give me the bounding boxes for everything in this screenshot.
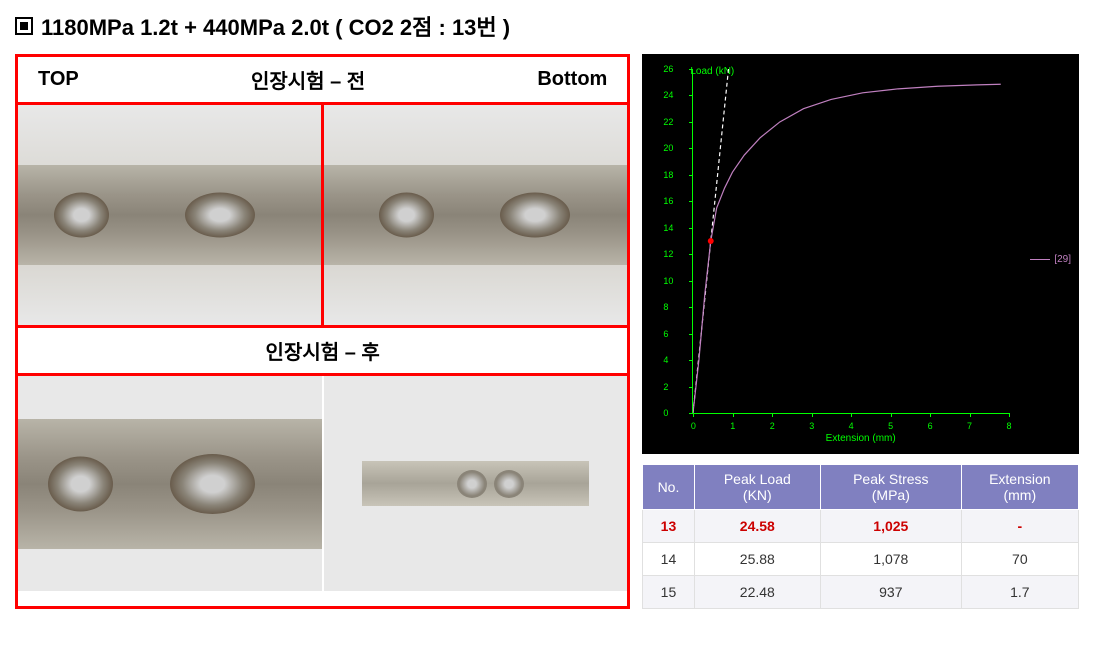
- xtick-label: 3: [809, 421, 814, 431]
- right-panel: Load (kN) Extension (mm) [29] 0246810121…: [642, 54, 1079, 609]
- xtick-label: 6: [928, 421, 933, 431]
- table-row: 1324.581,025-: [643, 510, 1079, 543]
- ytick-label: 16: [663, 196, 673, 206]
- table-header-cell: Peak Stress(MPa): [821, 465, 962, 510]
- table-cell: 24.58: [694, 510, 820, 543]
- table-cell: -: [961, 510, 1078, 543]
- specimen-image-panel: TOP 인장시험 – 전 Bottom 인장시험 – 후: [15, 54, 630, 609]
- table-cell: 1.7: [961, 576, 1078, 609]
- specimen-after-detail-image: [18, 376, 324, 591]
- table-header-row: No.Peak Load(KN)Peak Stress(MPa)Extensio…: [643, 465, 1079, 510]
- xtick-label: 0: [691, 421, 696, 431]
- specimen-after-full-image: [324, 376, 628, 591]
- table-cell: 1,025: [821, 510, 962, 543]
- table-cell: 70: [961, 543, 1078, 576]
- ytick-label: 24: [663, 90, 673, 100]
- content-area: TOP 인장시험 – 전 Bottom 인장시험 – 후: [15, 54, 1079, 609]
- table-cell: 25.88: [694, 543, 820, 576]
- table-header-cell: Peak Load(KN): [694, 465, 820, 510]
- ytick-label: 2: [663, 382, 668, 392]
- xtick-label: 7: [967, 421, 972, 431]
- ytick-label: 18: [663, 170, 673, 180]
- ytick-label: 4: [663, 355, 668, 365]
- mid-header: 인장시험 – 후: [18, 325, 627, 376]
- bottom-label: Bottom: [537, 68, 607, 91]
- after-test-label: 인장시험 – 후: [266, 342, 380, 364]
- chart-legend: [29]: [1030, 254, 1071, 265]
- load-extension-chart: Load (kN) Extension (mm) [29] 0246810121…: [642, 54, 1079, 454]
- table-cell: 937: [821, 576, 962, 609]
- table-cell: 15: [643, 576, 694, 609]
- ytick-label: 26: [663, 64, 673, 74]
- before-images-row: [18, 105, 627, 325]
- chart-xlabel: Extension (mm): [826, 433, 896, 444]
- xtick-label: 8: [1006, 421, 1011, 431]
- table-header-cell: No.: [643, 465, 694, 510]
- specimen-top-image: [18, 105, 324, 325]
- after-images-row: [18, 376, 627, 591]
- bullet-icon: [15, 17, 33, 35]
- table-row: 1425.881,07870: [643, 543, 1079, 576]
- table-row: 1522.489371.7: [643, 576, 1079, 609]
- top-label: TOP: [38, 68, 79, 91]
- specimen-bottom-image: [324, 105, 627, 325]
- ytick-label: 22: [663, 117, 673, 127]
- ytick-label: 12: [663, 249, 673, 259]
- chart-curves: [693, 69, 1009, 413]
- page-title: 1180MPa 1.2t + 440MPa 2.0t ( CO2 2점 : 13…: [41, 10, 510, 42]
- results-table: No.Peak Load(KN)Peak Stress(MPa)Extensio…: [642, 464, 1079, 609]
- ytick-label: 6: [663, 329, 668, 339]
- table-header-cell: Extension(mm): [961, 465, 1078, 510]
- xtick-label: 5: [888, 421, 893, 431]
- title-row: 1180MPa 1.2t + 440MPa 2.0t ( CO2 2점 : 13…: [15, 10, 1079, 42]
- table-body: 1324.581,025-1425.881,078701522.489371.7: [643, 510, 1079, 609]
- table-cell: 22.48: [694, 576, 820, 609]
- chart-plot-area: 02468101214161820222426012345678: [692, 69, 1009, 414]
- ytick-label: 8: [663, 302, 668, 312]
- xtick-label: 2: [770, 421, 775, 431]
- ytick-label: 20: [663, 143, 673, 153]
- top-header: TOP 인장시험 – 전 Bottom: [18, 57, 627, 105]
- ytick-label: 10: [663, 276, 673, 286]
- before-test-label: 인장시험 – 전: [251, 65, 365, 94]
- ytick-label: 14: [663, 223, 673, 233]
- legend-label: [29]: [1054, 254, 1071, 265]
- table-cell: 1,078: [821, 543, 962, 576]
- xtick-label: 4: [849, 421, 854, 431]
- table-cell: 14: [643, 543, 694, 576]
- table-cell: 13: [643, 510, 694, 543]
- ytick-label: 0: [663, 408, 668, 418]
- xtick-label: 1: [730, 421, 735, 431]
